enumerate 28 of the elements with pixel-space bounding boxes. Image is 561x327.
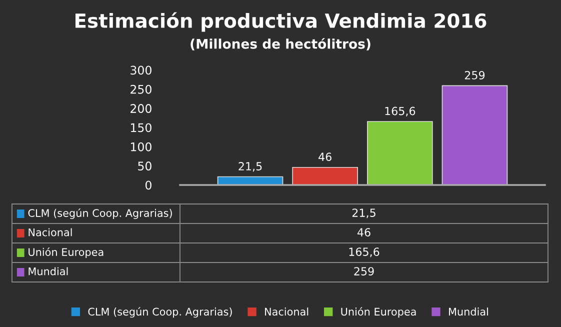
- legend-label: CLM (según Coop. Agrarias): [28, 208, 172, 219]
- text: Unión Europea: [28, 248, 104, 258]
- text: 259: [354, 267, 374, 276]
- text: 46: [357, 228, 370, 236]
- text: Mundial: [28, 267, 68, 276]
- bar: [367, 121, 433, 185]
- text: Nacional: [28, 228, 72, 236]
- y-tick-label: 0: [145, 180, 152, 190]
- y-tick-label: 100: [130, 142, 152, 152]
- y-tick-label: 300: [130, 66, 152, 75]
- y-tick-label: 200: [130, 104, 152, 113]
- text: 165,6: [349, 248, 380, 258]
- text: 21,5: [352, 208, 376, 218]
- chart-subtitle: (Millones de hectólitros): [190, 38, 370, 50]
- legend-label: Nacional: [265, 308, 308, 316]
- chart-title: Estimación productiva Vendimia 2016: [76, 12, 486, 32]
- legend-label: Mundial: [449, 308, 488, 316]
- data-label: 46: [318, 152, 332, 162]
- legend-label: Unión Europea: [341, 307, 416, 318]
- data-label: 165,6: [385, 106, 416, 116]
- y-tick-label: 150: [130, 123, 152, 132]
- bar: [442, 85, 508, 185]
- data-label: 259: [464, 70, 485, 80]
- y-tick-label: 50: [138, 162, 152, 170]
- bar: [292, 166, 358, 185]
- data-label: 21,5: [238, 162, 262, 172]
- text: CLM (según Coop. Agrarias): [88, 307, 232, 318]
- y-tick-label: 250: [130, 84, 152, 94]
